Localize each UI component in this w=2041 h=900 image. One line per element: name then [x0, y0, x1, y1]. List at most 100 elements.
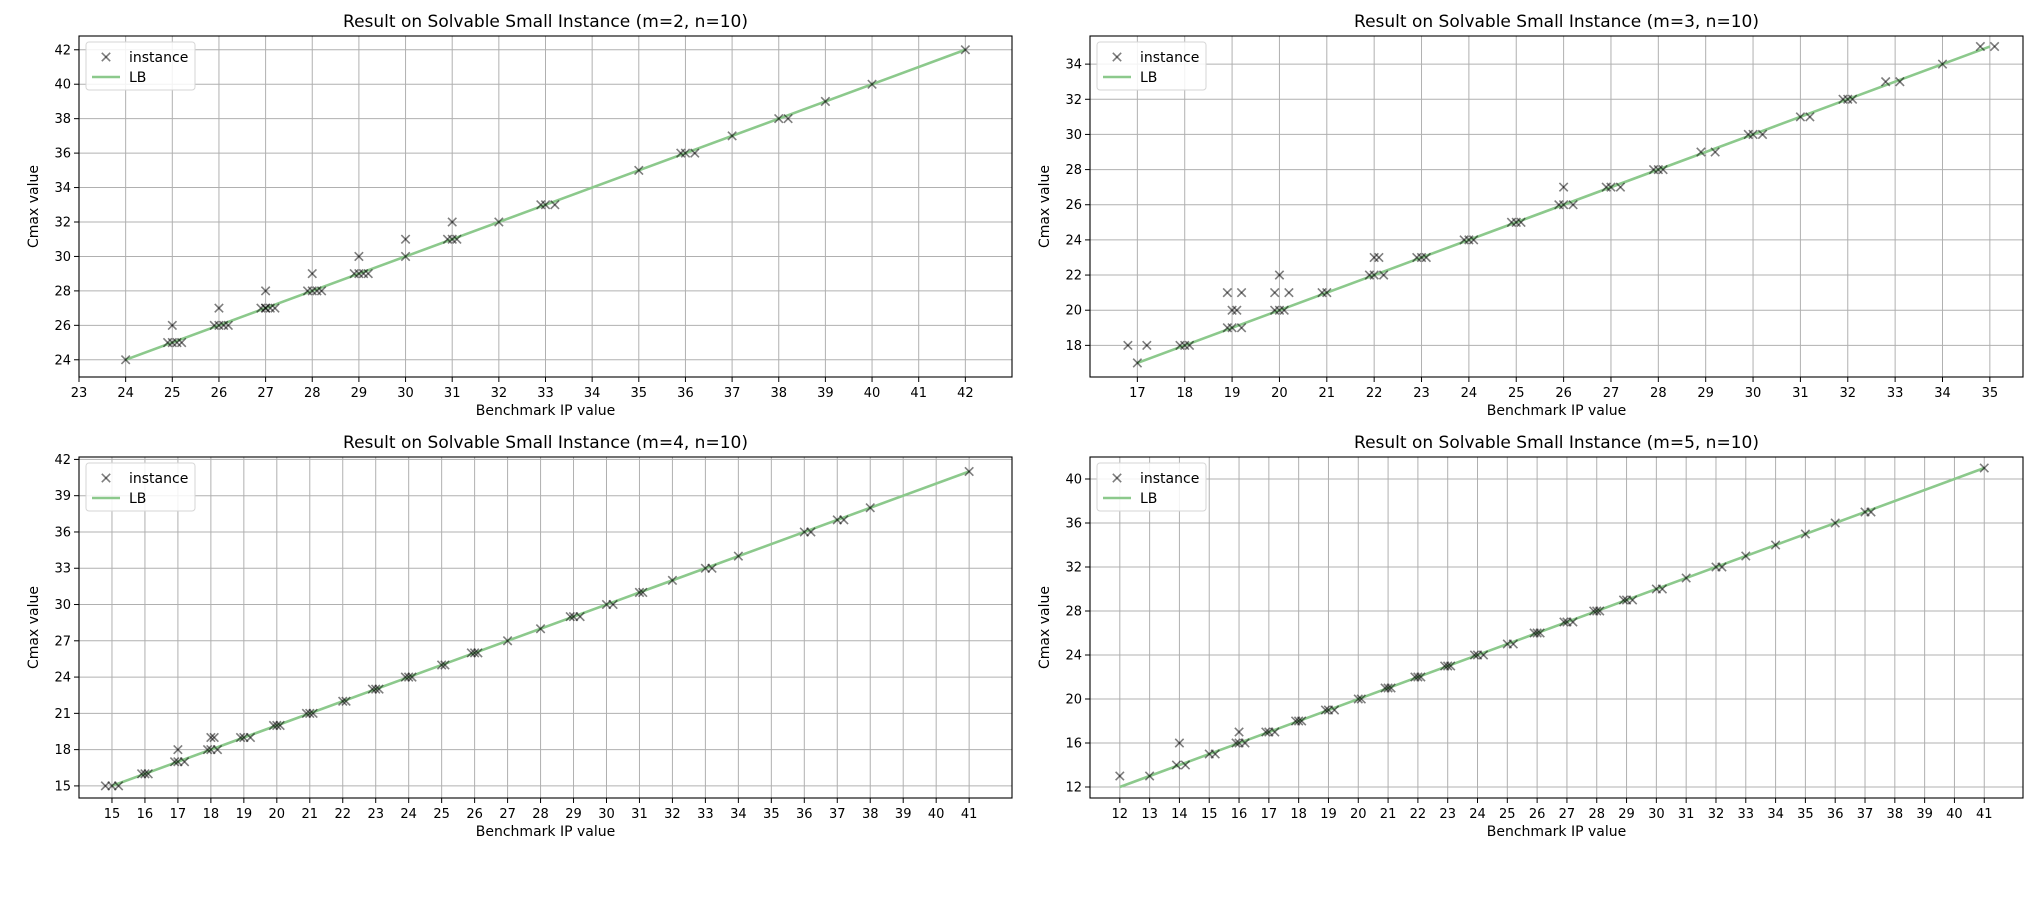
point-stroke: [1800, 529, 1811, 539]
instance-point: [806, 527, 816, 537]
point-stroke: [337, 696, 348, 707]
x-tick-label: 33: [1738, 807, 1755, 822]
instance-point: [349, 268, 360, 279]
point-stroke: [1757, 129, 1768, 140]
x-tick-label: 29: [1697, 386, 1714, 401]
x-tick-label: 22: [1410, 807, 1427, 822]
x-tick-label: 14: [1171, 807, 1188, 822]
point-stroke: [1293, 716, 1304, 726]
point-stroke: [169, 756, 180, 767]
x-tick-label: 24: [117, 386, 134, 401]
point-stroke: [1681, 573, 1691, 583]
instance-point: [179, 756, 190, 767]
x-tick-label: 18: [1290, 807, 1307, 822]
point-stroke: [101, 473, 111, 483]
instance-point: [1180, 760, 1191, 770]
x-tick-label: 28: [1588, 807, 1605, 822]
legend-label-instance: instance: [129, 471, 188, 487]
y-tick-label: 26: [54, 319, 71, 334]
instance-point: [1648, 164, 1659, 175]
x-axis-label: Benchmark IP value: [1487, 403, 1626, 419]
instance-point: [960, 45, 971, 55]
y-tick-label: 26: [1065, 198, 1082, 213]
point-stroke: [964, 466, 974, 477]
legend-label-instance: instance: [1140, 471, 1199, 487]
x-tick-label: 38: [1887, 807, 1904, 822]
point-stroke: [447, 217, 457, 227]
legend-instance-marker: [1112, 473, 1122, 483]
point-stroke: [1657, 584, 1668, 594]
instance-point: [1274, 270, 1285, 280]
point-stroke: [1421, 252, 1432, 263]
x-tick-label: 30: [1648, 807, 1665, 822]
point-stroke: [1558, 182, 1569, 192]
instance-point: [1236, 323, 1247, 333]
x-tick-label: 29: [1618, 807, 1635, 822]
instance-point: [469, 648, 480, 658]
point-stroke: [1568, 617, 1578, 627]
instance-point: [341, 696, 351, 707]
instance-point: [316, 286, 327, 296]
point-stroke: [1142, 340, 1152, 351]
x-tick-label: 29: [351, 386, 368, 401]
point-stroke: [494, 217, 504, 227]
point-stroke: [374, 684, 384, 694]
instance-point: [690, 148, 700, 158]
point-stroke: [1648, 164, 1659, 175]
instance-point: [1741, 551, 1751, 561]
instance-points: [1123, 41, 2000, 368]
point-stroke: [1274, 270, 1285, 280]
x-tick-label: 12: [1112, 807, 1129, 822]
point-stroke: [1234, 727, 1244, 737]
y-tick-label: 15: [54, 779, 71, 794]
x-tick-label: 16: [1231, 807, 1248, 822]
instance-point: [1261, 727, 1271, 737]
instance-point: [302, 286, 313, 296]
instance-point: [400, 234, 411, 244]
instance-point: [1568, 617, 1578, 627]
point-stroke: [1989, 41, 2000, 52]
y-tick-label: 28: [1065, 163, 1082, 178]
legend: instance LB: [85, 462, 196, 512]
point-stroke: [206, 732, 216, 743]
point-stroke: [1279, 305, 1289, 315]
instance-point: [403, 672, 414, 682]
instance-point: [1421, 252, 1432, 263]
instance-point: [565, 611, 575, 622]
point-stroke: [1123, 340, 1133, 351]
instance-point: [162, 337, 173, 348]
point-stroke: [1847, 94, 1858, 105]
point-stroke: [1236, 287, 1247, 298]
instance-point: [1559, 617, 1569, 627]
instance-point: [536, 200, 546, 210]
point-stroke: [1231, 738, 1241, 748]
legend-instance-marker: [101, 52, 111, 62]
point-stroke: [839, 515, 849, 525]
subplot-3: 15 16 17 18 19 20 21 22 23 24 25 26 27 28 29 30 31 32 33 34…: [26, 433, 1013, 840]
instance-point: [1459, 235, 1469, 245]
x-tick-label: 19: [236, 807, 253, 822]
instance-point: [120, 355, 131, 365]
axes-frame: [78, 456, 1013, 799]
instance-point: [1937, 59, 1948, 69]
x-tick-label: 35: [1982, 386, 1999, 401]
x-tick-label: 37: [829, 807, 846, 822]
instance-point: [1416, 672, 1426, 682]
point-stroke: [143, 769, 153, 779]
chart-title: Result on Solvable Small Instance (m=3, …: [1354, 12, 1759, 32]
point-stroke: [403, 672, 414, 682]
x-tick-label: 29: [565, 807, 582, 822]
instance-point: [305, 708, 315, 719]
instance-point: [1293, 716, 1304, 726]
instance-point: [1508, 639, 1519, 649]
point-stroke: [536, 200, 546, 210]
instance-point: [1412, 252, 1422, 263]
x-tick-label: 26: [1555, 386, 1572, 401]
x-tick-label: 25: [433, 807, 450, 822]
point-stroke: [167, 320, 178, 331]
x-tick-label: 34: [1934, 386, 1951, 401]
x-tick-label: 35: [763, 807, 780, 822]
point-stroke: [1374, 252, 1384, 263]
point-stroke: [341, 696, 351, 707]
instance-point: [400, 251, 411, 262]
